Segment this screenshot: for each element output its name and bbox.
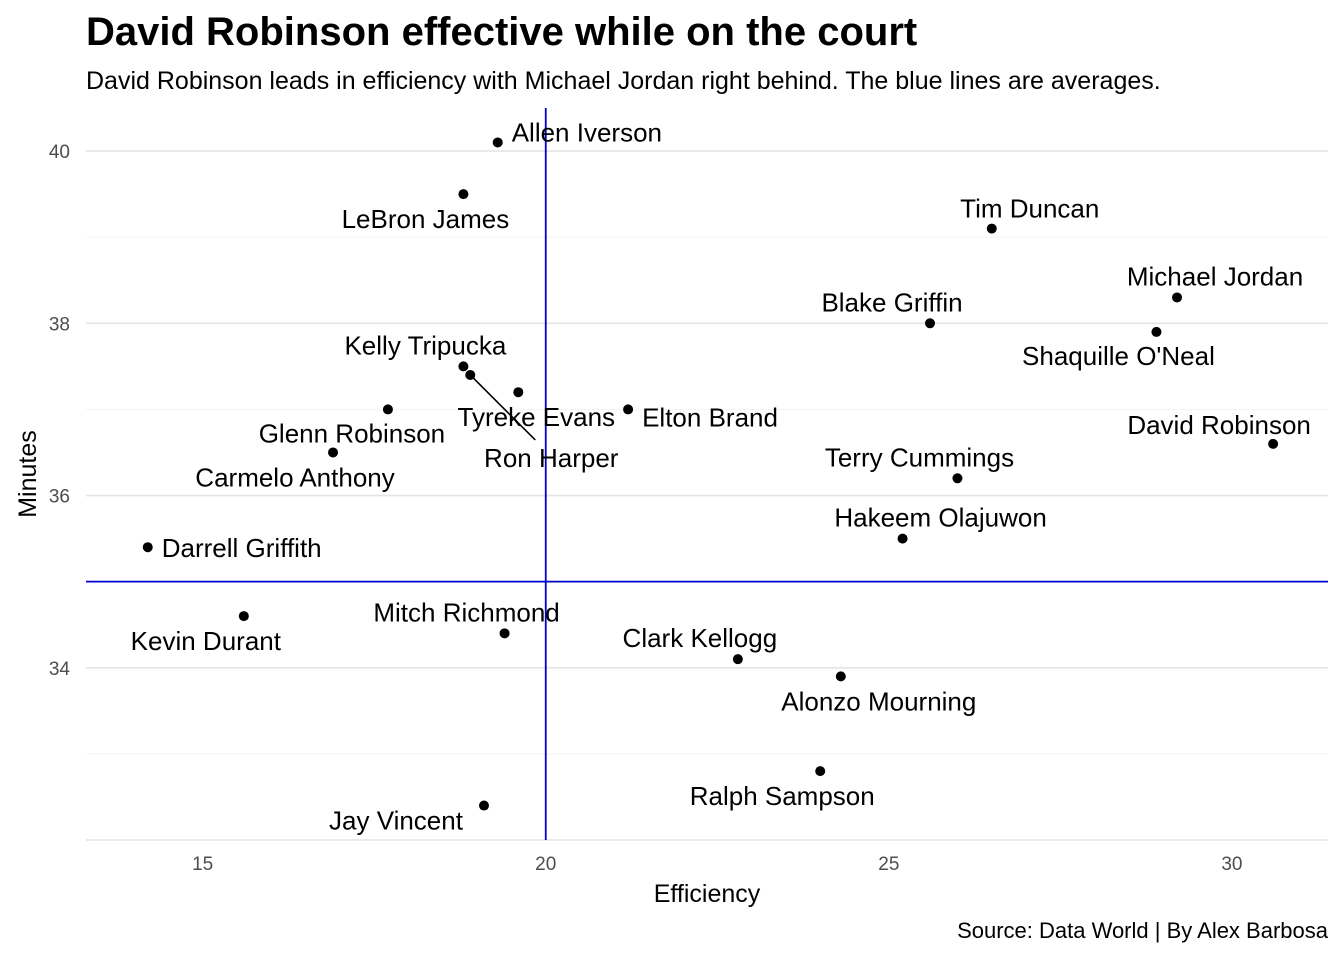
point-label: Hakeem Olajuwon	[834, 503, 1046, 533]
axis-ticks: 34 36 38 40 15 20 25 30	[49, 142, 1243, 875]
point-label: Clark Kellogg	[623, 623, 778, 653]
y-axis-title: Minutes	[14, 430, 42, 518]
chart-subtitle: David Robinson leads in efficiency with …	[86, 67, 1161, 95]
x-tick-label: 30	[1221, 854, 1242, 875]
x-tick-label: 25	[878, 854, 899, 875]
y-tick-label: 40	[49, 142, 70, 163]
point-label: LeBron James	[342, 204, 510, 234]
data-point	[1268, 438, 1279, 449]
point-label: Michael Jordan	[1127, 261, 1303, 291]
x-tick-label: 15	[192, 854, 213, 875]
point-label: Kevin Durant	[131, 626, 282, 656]
y-tick-label: 34	[49, 659, 71, 680]
x-tick-label: 20	[535, 854, 556, 875]
data-point	[732, 654, 743, 665]
point-label: Kelly Tripucka	[344, 330, 506, 360]
y-tick-label: 38	[49, 314, 70, 335]
data-point	[142, 542, 153, 553]
x-axis-title: Efficiency	[654, 880, 761, 908]
point-label: Darrell Griffith	[162, 533, 322, 563]
point-label: Mitch Richmond	[373, 597, 559, 627]
data-point	[815, 766, 826, 777]
point-label: Shaquille O'Neal	[1022, 341, 1215, 371]
data-points	[142, 137, 1279, 811]
chart-title: David Robinson effective while on the co…	[86, 10, 918, 54]
data-point	[513, 387, 524, 398]
data-point	[458, 189, 469, 200]
grid-layer	[86, 150, 1328, 841]
point-label: Tyreke Evans	[458, 402, 616, 432]
point-labels: Allen Iverson LeBron James Tim Duncan Micha…	[131, 117, 1311, 835]
data-point	[1172, 292, 1183, 303]
data-point	[835, 671, 846, 682]
point-label: Alonzo Mourning	[781, 686, 976, 716]
point-label: Blake Griffin	[821, 287, 962, 317]
reference-lines	[86, 108, 1328, 840]
data-point	[499, 628, 510, 639]
data-point	[478, 800, 489, 811]
data-point	[458, 361, 469, 372]
data-point	[986, 223, 997, 234]
data-point	[382, 404, 393, 415]
chart-caption: Source: Data World | By Alex Barbosa	[957, 918, 1328, 943]
point-label: Ron Harper	[484, 443, 619, 473]
data-point	[238, 611, 249, 622]
point-label: Terry Cummings	[825, 442, 1014, 472]
data-point	[952, 473, 963, 484]
point-label: Glenn Robinson	[259, 418, 445, 448]
point-label: Elton Brand	[642, 402, 778, 432]
point-label: Ralph Sampson	[690, 781, 875, 811]
point-label: Allen Iverson	[512, 117, 662, 147]
point-label: Tim Duncan	[960, 194, 1099, 224]
data-point	[328, 447, 339, 458]
point-label: Jay Vincent	[329, 806, 464, 836]
data-point	[623, 404, 634, 415]
point-label: Carmelo Anthony	[195, 462, 394, 492]
label-leaders	[469, 374, 536, 441]
data-point	[465, 369, 476, 380]
data-point	[492, 137, 503, 148]
data-point	[925, 318, 936, 329]
point-label: David Robinson	[1127, 410, 1311, 440]
data-point	[897, 533, 908, 544]
y-tick-label: 36	[49, 487, 70, 508]
label-leader-line	[469, 374, 536, 441]
data-point	[1151, 326, 1162, 337]
